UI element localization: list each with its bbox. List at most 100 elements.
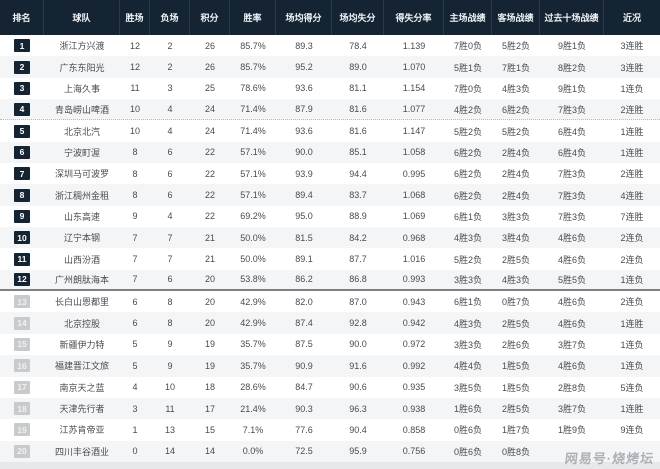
cell-avg-allowed: 89.0 [349, 62, 367, 73]
cell-win-rate: 42.9% [240, 296, 266, 307]
cell-win-rate: 35.7% [240, 339, 266, 350]
table-row: 16 福建晋江文旅 5 9 19 35.7% 90.9 91.6 0.992 4胜4负 1胜5负 4胜… [0, 355, 660, 377]
cell-away-record: 2胜4负 [501, 147, 530, 158]
cell-away-record: 1胜5负 [501, 361, 530, 372]
cell-avg-scored: 86.2 [295, 274, 313, 285]
cell-points: 22 [204, 211, 215, 222]
cell-rank: 12 [0, 270, 44, 289]
cell-score-ratio: 0.858 [402, 424, 426, 435]
table-row: 14 北京控股 6 8 20 42.9% 87.4 92.8 0.942 4胜3负 2胜5负 4胜6负… [0, 312, 660, 334]
cell-points: 14 [204, 446, 215, 457]
cell-score-ratio: 0.938 [402, 403, 426, 414]
cell-wins: 7 [132, 254, 138, 265]
cell-home-record: 7胜0负 [453, 41, 482, 52]
table-header-row: 排名 球队 胜场 负场 积分 胜率 场均得分 场均失分 得失分率 主场战绩 客场战绩 过去十场战绩 近况 [0, 0, 660, 35]
cell-avg-allowed: 87.7 [349, 254, 367, 265]
cell-rank: 16 [0, 355, 44, 376]
table-row: 3 上海久事 11 3 25 78.6% 93.6 81.1 1.154 7胜0负 4胜3负 9胜1负… [0, 77, 660, 100]
column-header-score-ratio: 得失分率 [384, 0, 444, 35]
cell-losses: 10 [164, 382, 175, 393]
cell-home-record: 1胜6负 [453, 404, 482, 415]
cell-team: 天津先行者 [59, 404, 105, 415]
rank-badge: 10 [14, 231, 30, 245]
cell-points: 21 [204, 232, 215, 243]
table-row: 4 青岛崂山啤酒 10 4 24 71.4% 87.9 81.6 1.077 4胜2负 6胜2负 7胜… [0, 99, 660, 121]
cell-wins: 8 [132, 190, 138, 201]
cell-avg-scored: 87.5 [295, 339, 313, 350]
cell-wins: 8 [132, 147, 138, 158]
cell-win-rate: 57.1% [240, 190, 266, 201]
cell-rank: 13 [0, 291, 44, 312]
cell-rank: 11 [0, 248, 44, 269]
cell-rank: 9 [0, 206, 44, 227]
cell-losses: 9 [167, 360, 173, 371]
cell-score-ratio: 1.058 [402, 147, 426, 158]
cell-streak: 3连胜 [620, 62, 644, 73]
table-row: 18 天津先行者 3 11 17 21.4% 90.3 96.3 0.938 1胜6负 2胜5负 3胜… [0, 397, 660, 420]
cell-last-10: 4胜6负 [557, 233, 586, 244]
cell-away-record: 1胜7负 [501, 425, 530, 436]
cell-avg-allowed: 90.6 [349, 382, 367, 393]
cell-win-rate: 42.9% [240, 318, 266, 329]
cell-home-record: 0胜6负 [453, 425, 482, 436]
cell-avg-scored: 93.6 [295, 126, 313, 137]
cell-team: 江苏肯帝亚 [59, 425, 105, 436]
cell-home-record: 4胜3负 [453, 233, 482, 244]
cell-streak: 9连负 [620, 425, 644, 436]
rank-badge: 1 [14, 39, 30, 53]
cell-wins: 1 [132, 424, 138, 435]
rank-badge: 16 [14, 359, 30, 373]
cell-win-rate: 28.6% [240, 382, 266, 393]
cell-home-record: 5胜1负 [453, 62, 482, 73]
cell-avg-allowed: 81.6 [349, 126, 367, 137]
rank-badge: 13 [14, 295, 30, 309]
cell-score-ratio: 1.016 [402, 254, 426, 265]
cell-away-record: 2胜6负 [501, 339, 530, 350]
cell-wins: 7 [132, 232, 138, 243]
cell-points: 19 [204, 339, 215, 350]
cell-streak: 1连负 [620, 361, 644, 372]
cell-last-10: 9胜1负 [557, 83, 586, 94]
cell-avg-allowed: 87.0 [349, 296, 367, 307]
cell-points: 19 [204, 360, 215, 371]
cell-losses: 6 [167, 168, 173, 179]
table-row: 12 广州朗肽海本 7 6 20 53.8% 86.2 86.8 0.993 3胜3负 4胜3负 5胜… [0, 269, 660, 292]
table-row: 8 浙江稠州金租 8 6 22 57.1% 89.4 83.7 1.068 6胜2负 2胜4负 7胜3… [0, 184, 660, 206]
cell-losses: 4 [167, 126, 173, 137]
cell-home-record: 6胜2负 [453, 190, 482, 201]
cell-avg-allowed: 90.0 [349, 339, 367, 350]
cell-team: 青岛崂山啤酒 [54, 104, 109, 115]
cell-losses: 6 [167, 274, 173, 285]
cell-win-rate: 71.4% [240, 126, 266, 137]
cell-rank: 19 [0, 419, 44, 440]
cell-streak: 1连胜 [620, 126, 644, 137]
cell-home-record: 3胜5负 [453, 382, 482, 393]
cell-score-ratio: 0.995 [402, 168, 426, 179]
cell-last-10: 4胜6负 [557, 297, 586, 308]
column-header-last-10: 过去十场战绩 [540, 0, 604, 35]
rank-badge: 9 [14, 209, 30, 223]
cell-wins: 6 [132, 318, 138, 329]
cell-team: 四川丰谷酒业 [54, 446, 109, 457]
column-header-win-rate: 胜率 [230, 0, 276, 35]
cell-streak: 1连胜 [620, 147, 644, 158]
cell-avg-scored: 89.4 [295, 190, 313, 201]
table-row: 7 深圳马可波罗 8 6 22 57.1% 93.9 94.4 0.995 6胜2负 2胜4负 7胜3… [0, 163, 660, 185]
cell-team: 辽宁本钢 [63, 233, 100, 244]
cell-streak: 1连负 [620, 339, 644, 350]
cell-points: 18 [204, 382, 215, 393]
cell-away-record: 2胜5负 [501, 404, 530, 415]
cell-losses: 11 [165, 403, 175, 414]
cell-points: 20 [204, 318, 215, 329]
cell-away-record: 0胜7负 [501, 297, 530, 308]
cell-win-rate: 57.1% [240, 147, 266, 158]
cell-home-record: 6胜1负 [453, 211, 482, 222]
cell-team: 北京控股 [63, 318, 100, 329]
cell-home-record: 5胜2负 [453, 126, 482, 137]
cell-team: 浙江方兴渡 [59, 41, 105, 52]
cell-team: 上海久事 [63, 83, 100, 94]
cell-score-ratio: 1.068 [402, 190, 426, 201]
cell-win-rate: 21.4% [240, 403, 266, 414]
cell-last-10: 7胜3负 [557, 169, 586, 180]
